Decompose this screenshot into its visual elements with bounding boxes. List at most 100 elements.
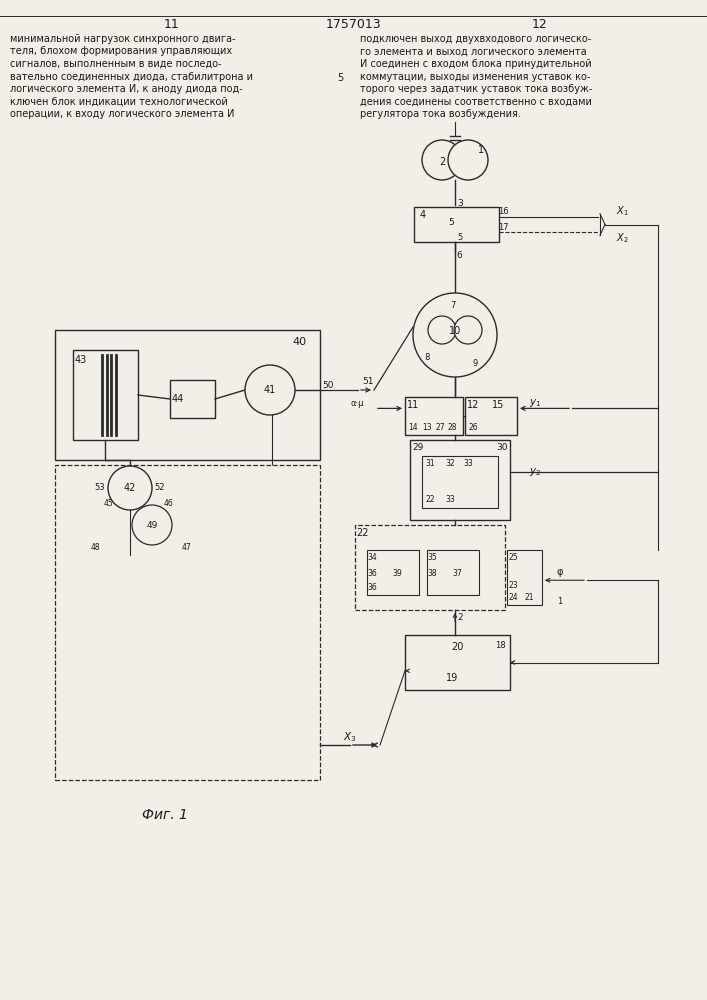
Bar [355,525,505,610]
Text: 2: 2 [439,157,445,167]
Text: 11: 11 [164,18,180,31]
Text: 8: 8 [424,353,430,361]
Circle shape [428,316,456,344]
Text: 14: 14 [408,422,418,432]
Text: И соединен с входом блока принудительной: И соединен с входом блока принудительной [360,59,592,69]
Text: 23: 23 [508,580,518,589]
Circle shape [413,293,497,377]
Text: 51: 51 [362,377,374,386]
Text: 22: 22 [425,495,435,504]
Text: 24: 24 [508,592,518,601]
Text: 46: 46 [164,498,174,508]
Text: 47: 47 [182,542,192,552]
Text: 30: 30 [496,444,508,452]
Text: Фиг. 1: Фиг. 1 [142,808,188,822]
Bar [410,440,510,520]
Text: 39: 39 [392,568,402,578]
Text: 53: 53 [95,484,105,492]
Text: 1: 1 [478,145,484,155]
Text: 19: 19 [446,673,459,683]
Text: 45: 45 [104,498,114,508]
Bar [507,550,542,605]
Text: 43: 43 [75,355,87,365]
Text: 50: 50 [322,380,334,389]
Text: ключен блок индикации технологической: ключен блок индикации технологической [10,97,228,106]
Text: 12: 12 [467,400,479,410]
Text: $y_1$: $y_1$ [529,397,541,409]
Text: 42: 42 [124,483,136,493]
Text: 36: 36 [367,584,377,592]
Circle shape [108,466,152,510]
Bar [405,397,463,435]
Bar [465,397,517,435]
Text: 33: 33 [463,460,473,468]
Text: 25: 25 [508,554,518,562]
Text: 16: 16 [498,207,508,216]
Bar [367,550,419,595]
Bar [414,207,499,242]
Text: 32: 32 [445,460,455,468]
Text: 38: 38 [427,568,437,578]
Text: 26: 26 [468,422,478,432]
Text: 10: 10 [449,326,461,336]
Text: 33: 33 [445,495,455,504]
Text: 35: 35 [427,552,437,562]
Circle shape [454,316,482,344]
Text: 52: 52 [155,484,165,492]
Text: $X_1$: $X_1$ [616,204,629,218]
Text: 31: 31 [425,460,435,468]
Text: логического элемента И, к аноду диода под-: логического элемента И, к аноду диода по… [10,84,243,94]
Bar [427,550,479,595]
Text: 5: 5 [337,73,343,83]
Text: $X_3$: $X_3$ [343,730,357,744]
Bar [73,350,138,440]
Text: 1: 1 [557,597,563,606]
Text: дения соединены соответственно с входами: дения соединены соответственно с входами [360,97,592,106]
Text: 7: 7 [450,300,456,310]
Text: регулятора тока возбуждения.: регулятора тока возбуждения. [360,109,521,119]
Text: 15: 15 [492,400,504,410]
Text: 36: 36 [367,568,377,578]
Text: теля, блохом формирования управляющих: теля, блохом формирования управляющих [10,46,232,56]
Text: 37: 37 [452,568,462,578]
Text: минимальной нагрузок синхронного двига-: минимальной нагрузок синхронного двига- [10,34,235,44]
Text: 5: 5 [457,232,462,241]
Text: сигналов, выполненным в виде последо-: сигналов, выполненным в виде последо- [10,59,221,69]
Text: вательно соединенных диода, стабилитрона и: вательно соединенных диода, стабилитрона… [10,72,253,82]
Text: 18: 18 [495,641,506,650]
Circle shape [245,365,295,415]
Text: 44: 44 [172,394,184,404]
Text: 20: 20 [451,642,464,652]
Bar [55,330,320,460]
Text: 27: 27 [436,422,445,432]
Text: $y_2$: $y_2$ [529,466,541,478]
Text: α·μ: α·μ [350,399,363,408]
Text: 28: 28 [448,422,457,432]
Text: коммутации, выходы изменения уставок ко-: коммутации, выходы изменения уставок ко- [360,72,590,82]
Bar [405,635,510,690]
Text: операции, к входу логического элемента И: операции, к входу логического элемента И [10,109,235,119]
Text: подключен выход двухвходового логическо-: подключен выход двухвходового логическо- [360,34,591,44]
Circle shape [448,140,488,180]
Text: 12: 12 [532,18,548,31]
Text: 5: 5 [449,218,455,227]
Text: 13: 13 [422,422,432,432]
Text: 4: 4 [420,210,426,220]
Text: 3: 3 [457,198,463,208]
Text: 41: 41 [264,385,276,395]
Text: 34: 34 [367,552,377,562]
Text: 40: 40 [293,337,307,347]
Text: 22: 22 [357,528,369,538]
Text: 17: 17 [498,223,508,232]
Bar [55,465,320,780]
Text: 11: 11 [407,400,419,410]
Text: 48: 48 [90,542,100,552]
Circle shape [132,505,172,545]
Text: 49: 49 [146,520,158,530]
Text: 9: 9 [472,359,478,367]
Text: 2: 2 [457,613,463,622]
Text: 6: 6 [456,250,462,259]
Text: $X_2$: $X_2$ [616,231,629,245]
Bar [170,380,215,418]
Text: 1757013: 1757013 [325,18,381,31]
